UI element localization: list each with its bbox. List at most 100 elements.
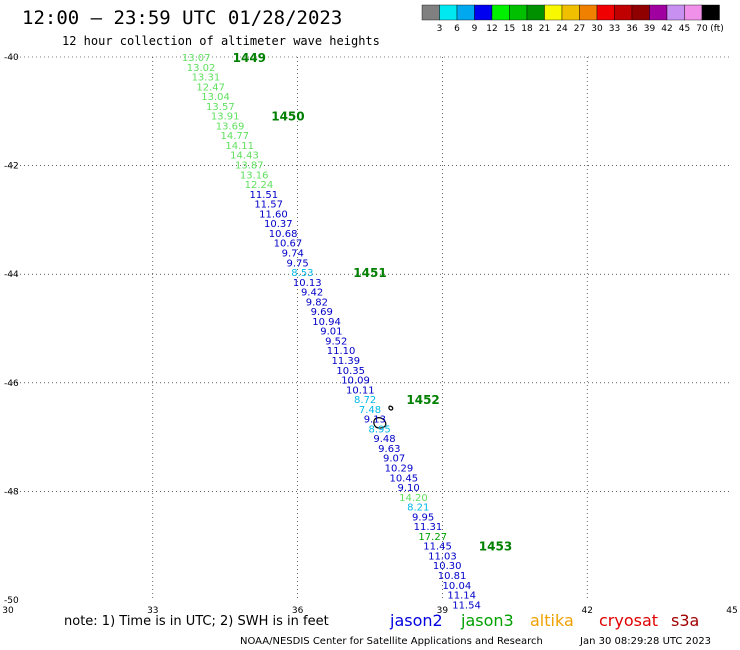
swh-value: 11.54 — [452, 600, 481, 611]
swh-value: 13.31 — [192, 73, 221, 84]
legend-unit: (ft) — [710, 24, 724, 34]
satellite-cryosat: cryosat — [599, 611, 658, 630]
swh-value: 8.72 — [354, 395, 376, 406]
legend-label: 30 — [591, 24, 603, 34]
legend-swatch — [614, 4, 633, 21]
legend-swatch — [561, 4, 580, 21]
swh-value: 10.37 — [264, 219, 293, 230]
chart-subtitle: 12 hour collection of altimeter wave hei… — [62, 34, 380, 48]
satellite-jason2: jason2 — [389, 611, 443, 630]
swh-value: 10.13 — [293, 278, 322, 289]
swh-value: 10.29 — [385, 464, 414, 475]
swh-value: 10.04 — [443, 581, 472, 592]
legend-swatch — [701, 4, 720, 21]
y-tick-label: -44 — [4, 270, 19, 280]
swh-value: 13.02 — [187, 63, 216, 74]
swh-value: 11.14 — [447, 591, 476, 602]
legend-swatch — [526, 4, 545, 21]
grid — [8, 56, 732, 600]
legend-label: 18 — [521, 24, 533, 34]
x-tick-label: 30 — [2, 606, 14, 616]
swh-value: 11.51 — [249, 190, 278, 201]
swh-value: 10.11 — [346, 385, 375, 396]
swh-value: 9.13 — [364, 415, 386, 426]
x-tick-label: 36 — [292, 606, 304, 616]
legend-label: 70 — [696, 24, 708, 34]
y-tick-label: -40 — [4, 53, 19, 63]
swh-value: 8.21 — [407, 503, 429, 514]
time-label: 1453 — [479, 540, 512, 554]
swh-value: 9.75 — [286, 258, 308, 269]
x-tick-label: 45 — [726, 606, 737, 616]
swh-value: 13.16 — [240, 170, 269, 181]
swh-value: 10.30 — [433, 561, 462, 572]
legend-label: 36 — [626, 24, 638, 34]
legend-label: 9 — [472, 24, 478, 34]
legend-swatch — [474, 4, 493, 21]
swh-value: 11.45 — [423, 542, 452, 553]
legend-label: 33 — [609, 24, 620, 34]
legend-swatch — [509, 4, 528, 21]
y-tick-label: -50 — [4, 596, 19, 606]
swh-value: 13.87 — [235, 161, 264, 172]
island-outline — [373, 405, 394, 429]
swh-value: 14.11 — [225, 141, 254, 152]
swh-value: 11.39 — [332, 356, 361, 367]
legend-label: 39 — [644, 24, 656, 34]
time-label: 1450 — [271, 110, 304, 124]
swh-value: 12.24 — [245, 180, 274, 191]
satellite-jason3: jason3 — [460, 611, 514, 630]
axes: 30 33 36 39 42 45 -40 -42 -44 -46 -48 -50 — [2, 53, 737, 616]
legend-swatch — [544, 4, 563, 21]
swh-value: 13.07 — [182, 53, 211, 64]
swh-value: 7.48 — [359, 405, 381, 416]
legend-swatch — [666, 4, 685, 21]
swh-value: 8.53 — [291, 268, 313, 279]
satellite-s3a: s3a — [671, 611, 699, 630]
swh-values: 13.0713.0213.3112.4713.0413.5713.9113.69… — [182, 53, 481, 611]
legend-swatch — [491, 4, 510, 21]
legend-swatch — [684, 4, 703, 21]
swh-value: 10.35 — [336, 366, 365, 377]
legend-label: 42 — [661, 24, 672, 34]
swh-value: 10.68 — [269, 229, 298, 240]
swh-value: 9.74 — [282, 248, 304, 259]
footer-timestamp: Jan 30 08:29:28 UTC 2023 — [579, 636, 711, 647]
swh-value: 11.57 — [254, 200, 283, 211]
color-legend: 3 6 9 12 15 18 21 24 27 30 33 36 39 42 45 70 (ft) — [421, 4, 724, 34]
legend-label: 3 — [437, 24, 443, 34]
legend-swatch — [631, 4, 650, 21]
time-label: 1449 — [233, 51, 266, 65]
y-tick-label: -48 — [4, 487, 19, 497]
legend-label: 21 — [539, 24, 550, 34]
swh-value: 9.95 — [412, 512, 434, 523]
swh-value: 9.07 — [383, 454, 405, 465]
legend-swatch — [421, 4, 440, 21]
swh-value: 14.43 — [230, 151, 259, 162]
footer-source: NOAA/NESDIS Center for Satellite Applica… — [240, 636, 543, 647]
swh-value: 13.69 — [216, 121, 245, 132]
legend-label: 15 — [504, 24, 515, 34]
swh-value: 12.47 — [196, 82, 225, 93]
legend-swatch — [596, 4, 615, 21]
legend-swatch — [456, 4, 475, 21]
legend-swatch — [579, 4, 598, 21]
swh-value: 11.10 — [327, 346, 356, 357]
x-tick-label: 42 — [581, 606, 592, 616]
y-tick-label: -46 — [4, 379, 19, 389]
time-labels: 1449 1450 1451 1452 1453 — [233, 51, 513, 554]
swh-value: 9.01 — [320, 327, 342, 338]
swh-value: 9.10 — [397, 483, 419, 494]
swh-value: 17.27 — [418, 532, 447, 543]
swh-value: 10.45 — [389, 473, 418, 484]
swh-value: 11.60 — [259, 209, 288, 220]
swh-value: 9.82 — [306, 297, 328, 308]
legend-swatch — [649, 4, 668, 21]
note-text: note: 1) Time is in UTC; 2) SWH is in fe… — [64, 614, 329, 629]
x-tick-label: 33 — [147, 606, 158, 616]
swh-value: 13.91 — [211, 112, 240, 123]
legend-swatch — [439, 4, 458, 21]
swh-value: 10.81 — [438, 571, 467, 582]
swh-value: 9.63 — [378, 444, 400, 455]
